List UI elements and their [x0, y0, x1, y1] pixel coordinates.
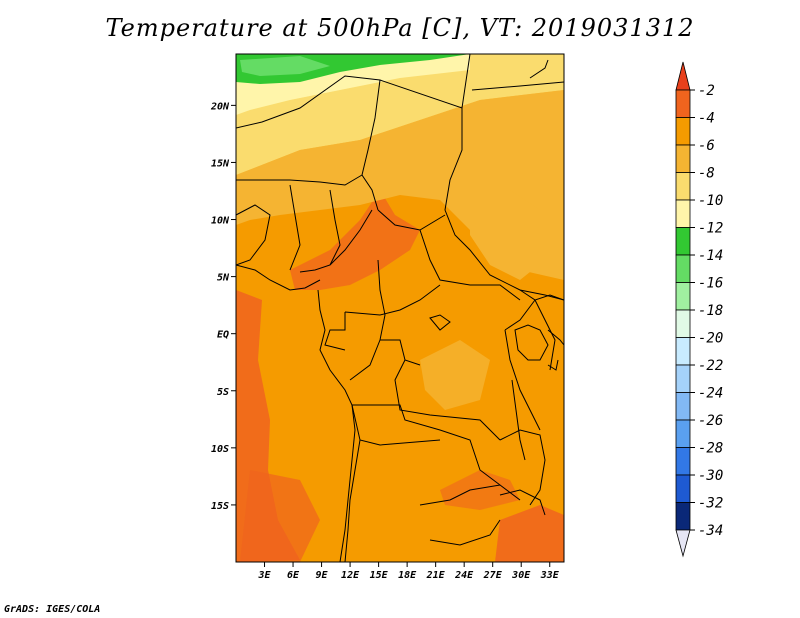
dark-orange-region-zambia [440, 470, 520, 510]
dark-orange-region-mozambique [495, 505, 564, 562]
longitude-ticks: 3E 6E 9E 12E 15E 18E 21E 24E 27E 30E 33E [257, 562, 560, 581]
colorbar-bottom-arrow [675, 529, 691, 558]
lon-tick-label: 9E [316, 570, 329, 581]
light-orange-central [420, 340, 490, 410]
colorbar-swatch [675, 254, 691, 283]
colorbar-label: -28 [698, 441, 723, 457]
lat-tick-label: 10S [211, 444, 229, 455]
colorbar-label: -24 [698, 386, 723, 402]
colorbar-swatch [675, 117, 691, 146]
colorbar-label: -20 [698, 331, 723, 347]
colorbar-label: -22 [698, 358, 723, 374]
colorbar-swatch [675, 172, 691, 201]
colorbar-label: -4 [698, 111, 715, 127]
colorbar-swatch [675, 474, 691, 503]
map-title: Temperature at 500hPa [C], VT: 201903131… [105, 14, 695, 42]
colorbar-swatch [675, 392, 691, 421]
lat-tick-label: 10N [211, 216, 230, 227]
lon-tick-label: 18E [398, 570, 417, 581]
lon-tick-label: 15E [370, 570, 389, 581]
lat-tick-label: 15N [211, 158, 230, 169]
dark-orange-region-nigeria [290, 190, 420, 290]
lon-tick-label: 24E [454, 570, 474, 581]
map-frame [235, 53, 565, 563]
colorbar-label: -34 [698, 523, 723, 539]
colorbar-swatch [675, 309, 691, 338]
colorbar-swatch [675, 337, 691, 366]
colorbar-label: -10 [698, 193, 723, 209]
colorbar-top-arrow [675, 61, 691, 91]
colorbar-label: -2 [698, 83, 715, 99]
lat-tick-label: 5S [217, 387, 229, 398]
colorbar-label: -26 [698, 413, 723, 429]
colorbar-swatch [675, 199, 691, 228]
colorbar-label: -30 [698, 468, 723, 484]
light-green-patch [240, 56, 330, 76]
colorbar-label: -8 [698, 166, 715, 182]
light-orange-east [470, 190, 545, 280]
colorbar-swatch [675, 89, 691, 118]
colorbar-swatch [675, 144, 691, 173]
colorbar-label: -16 [698, 276, 723, 292]
latitude-ticks: 20N 15N 10N 5N EQ 5S 10S 15S [210, 101, 236, 512]
lat-tick-label: 20N [210, 101, 230, 112]
lon-tick-label: 6E [287, 570, 300, 581]
colorbar-label: -32 [698, 496, 723, 512]
colorbar: -2 -4 -6 -8 -10 -12 -14 -16 -18 -20 -22 -24 -26 -28 -3… [675, 61, 723, 558]
coastline [236, 264, 564, 562]
colorbar-label: -18 [698, 303, 723, 319]
lat-tick-label: 15S [211, 501, 229, 512]
grads-credit: GrADS: IGES/COLA [4, 604, 101, 615]
lon-tick-label: 12E [341, 570, 360, 581]
colorbar-label: -6 [698, 138, 715, 154]
colorbar-swatch [675, 364, 691, 393]
colorbar-label: -14 [698, 248, 723, 264]
lat-tick-label: 5N [217, 273, 230, 284]
lat-tick-label: EQ [217, 330, 229, 341]
country-borders [236, 54, 564, 562]
colorbar-swatch [675, 419, 691, 448]
colorbar-swatch [675, 282, 691, 311]
lon-tick-label: 21E [426, 570, 446, 581]
lon-tick-label: 33E [540, 570, 560, 581]
colorbar-swatch [675, 502, 691, 531]
colorbar-label: -12 [698, 221, 723, 237]
lon-tick-label: 30E [511, 570, 531, 581]
lon-tick-label: 27E [483, 570, 503, 581]
temperature-field [236, 54, 564, 562]
colorbar-swatch [675, 447, 691, 476]
colorbar-swatch [675, 227, 691, 256]
dark-orange-region-sw [240, 470, 320, 562]
lon-tick-label: 3E [257, 570, 271, 581]
